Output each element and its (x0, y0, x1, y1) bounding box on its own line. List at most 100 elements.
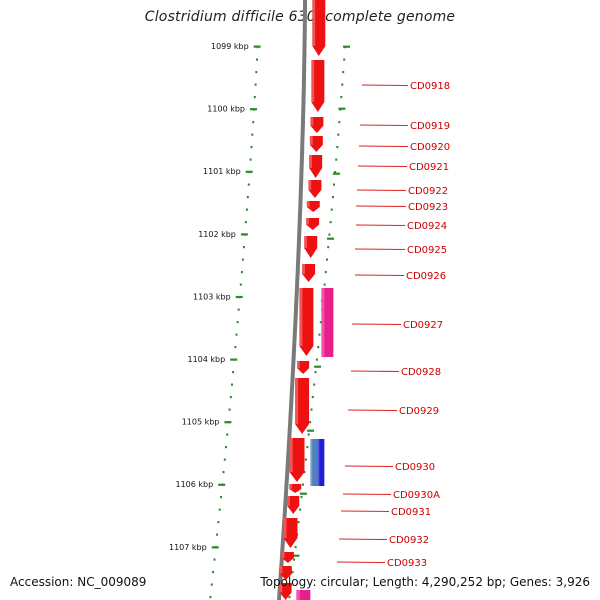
kbp-label: 1105 kbp (182, 418, 220, 427)
leader-line (351, 323, 402, 325)
gene-arrow (287, 496, 300, 514)
gene-arrow (312, 0, 326, 56)
scale-dot (293, 558, 296, 561)
genome-backbone (277, 0, 307, 600)
kbp-label: 1106 kbp (175, 480, 213, 489)
major-tick (292, 554, 300, 557)
gene-arrow (297, 361, 310, 374)
kbp-label: 1099 kbp (211, 42, 249, 51)
scale-dot (209, 596, 212, 599)
kbp-label: 1100 kbp (207, 105, 245, 114)
gene-arrow (283, 518, 298, 548)
scale-dot (229, 396, 232, 399)
scale-dot (314, 371, 317, 374)
scale-dot (326, 258, 328, 261)
gene-label: CD0931 (391, 507, 431, 518)
scale-dot (254, 83, 257, 86)
gene-block (310, 439, 318, 486)
leader-line (340, 510, 390, 512)
scale-dot (291, 571, 294, 574)
scale-dot (317, 346, 320, 349)
leader-line (356, 189, 407, 191)
scale-dot (294, 546, 297, 549)
scale-dot (304, 458, 307, 461)
gene-arrow (302, 264, 316, 282)
leader-line (336, 561, 386, 563)
gene-arrow (279, 566, 292, 580)
gene-label: CD0926 (406, 271, 446, 282)
gene-arrow (281, 552, 294, 563)
major-tick (332, 172, 340, 175)
scale-dot (235, 333, 238, 336)
scale-dot (329, 221, 332, 224)
scale-dot (226, 433, 229, 436)
scale-dot (242, 246, 245, 249)
scale-dot (210, 583, 213, 586)
scale-dot (306, 446, 309, 449)
scale-dot (252, 121, 255, 124)
scale-dot (327, 246, 330, 249)
leader-line (358, 145, 409, 147)
scale-dot (310, 408, 313, 411)
scale-dot (228, 408, 231, 411)
scale-dot (342, 71, 345, 74)
scale-ticks-outer (209, 45, 261, 599)
scale-dot (318, 333, 321, 336)
gene-arrow (306, 201, 320, 212)
gene-block (296, 590, 311, 600)
scale-dot (297, 521, 300, 524)
scale-dot (246, 196, 249, 199)
scale-dot (334, 171, 337, 174)
scale-dot (341, 83, 344, 86)
major-tick (307, 429, 315, 432)
major-tick (230, 358, 238, 361)
gene-label: CD0930 (395, 462, 435, 473)
scale-dot (315, 358, 318, 361)
scale-dot (244, 221, 247, 224)
scale-dot (319, 321, 322, 324)
gene-arrow (299, 288, 314, 356)
scale-dot (237, 308, 240, 311)
scale-dot (324, 271, 327, 274)
scale-dot (220, 496, 222, 499)
scale-dot (253, 96, 256, 99)
gene-labels: CD0918 CD0919 CD0920 CD0921 CD0922 CD0923 CD09… (387, 81, 450, 569)
scale-dot (225, 446, 227, 449)
gene-label: CD0918 (410, 81, 450, 92)
scale-dot (309, 421, 312, 424)
scale-dot (333, 183, 335, 186)
gene-arrow (308, 180, 322, 198)
gene-arrow (311, 60, 325, 112)
major-tick (338, 107, 346, 110)
gene-arrow (289, 438, 305, 482)
leader-line (359, 124, 409, 126)
leader-line (355, 224, 406, 226)
leader-line (342, 493, 392, 495)
scale-dot (218, 508, 221, 511)
scale-dot (288, 596, 291, 599)
major-tick (218, 483, 226, 486)
scale-dot (212, 571, 215, 574)
kbp-label: 1103 kbp (193, 292, 231, 301)
scale-dot (256, 58, 258, 61)
gene-label: CD0922 (408, 186, 448, 197)
kbp-scale-labels: 1099 kbp 1100 kbp 1101 kbp 1102 kbp 1103 kbp… (169, 42, 249, 552)
gene-label: CD0932 (389, 535, 429, 546)
scale-dot (336, 146, 339, 149)
scale-dot (300, 496, 303, 499)
scale-dot (213, 558, 216, 561)
scale-dot (222, 471, 225, 474)
genome-title: Clostridium difficile 630, complete geno… (144, 9, 456, 25)
leader-line (354, 248, 406, 250)
gene-arrow (289, 484, 302, 493)
scale-dot (247, 183, 250, 186)
gene-arrow (309, 136, 323, 152)
scale-dot (313, 383, 316, 386)
gene-label-leaders (336, 84, 409, 563)
scale-dot (330, 208, 333, 211)
scale-dot (239, 283, 242, 286)
gene-arrow (279, 583, 292, 600)
scale-dot (255, 71, 258, 74)
gene-label: CD0927 (403, 320, 443, 331)
